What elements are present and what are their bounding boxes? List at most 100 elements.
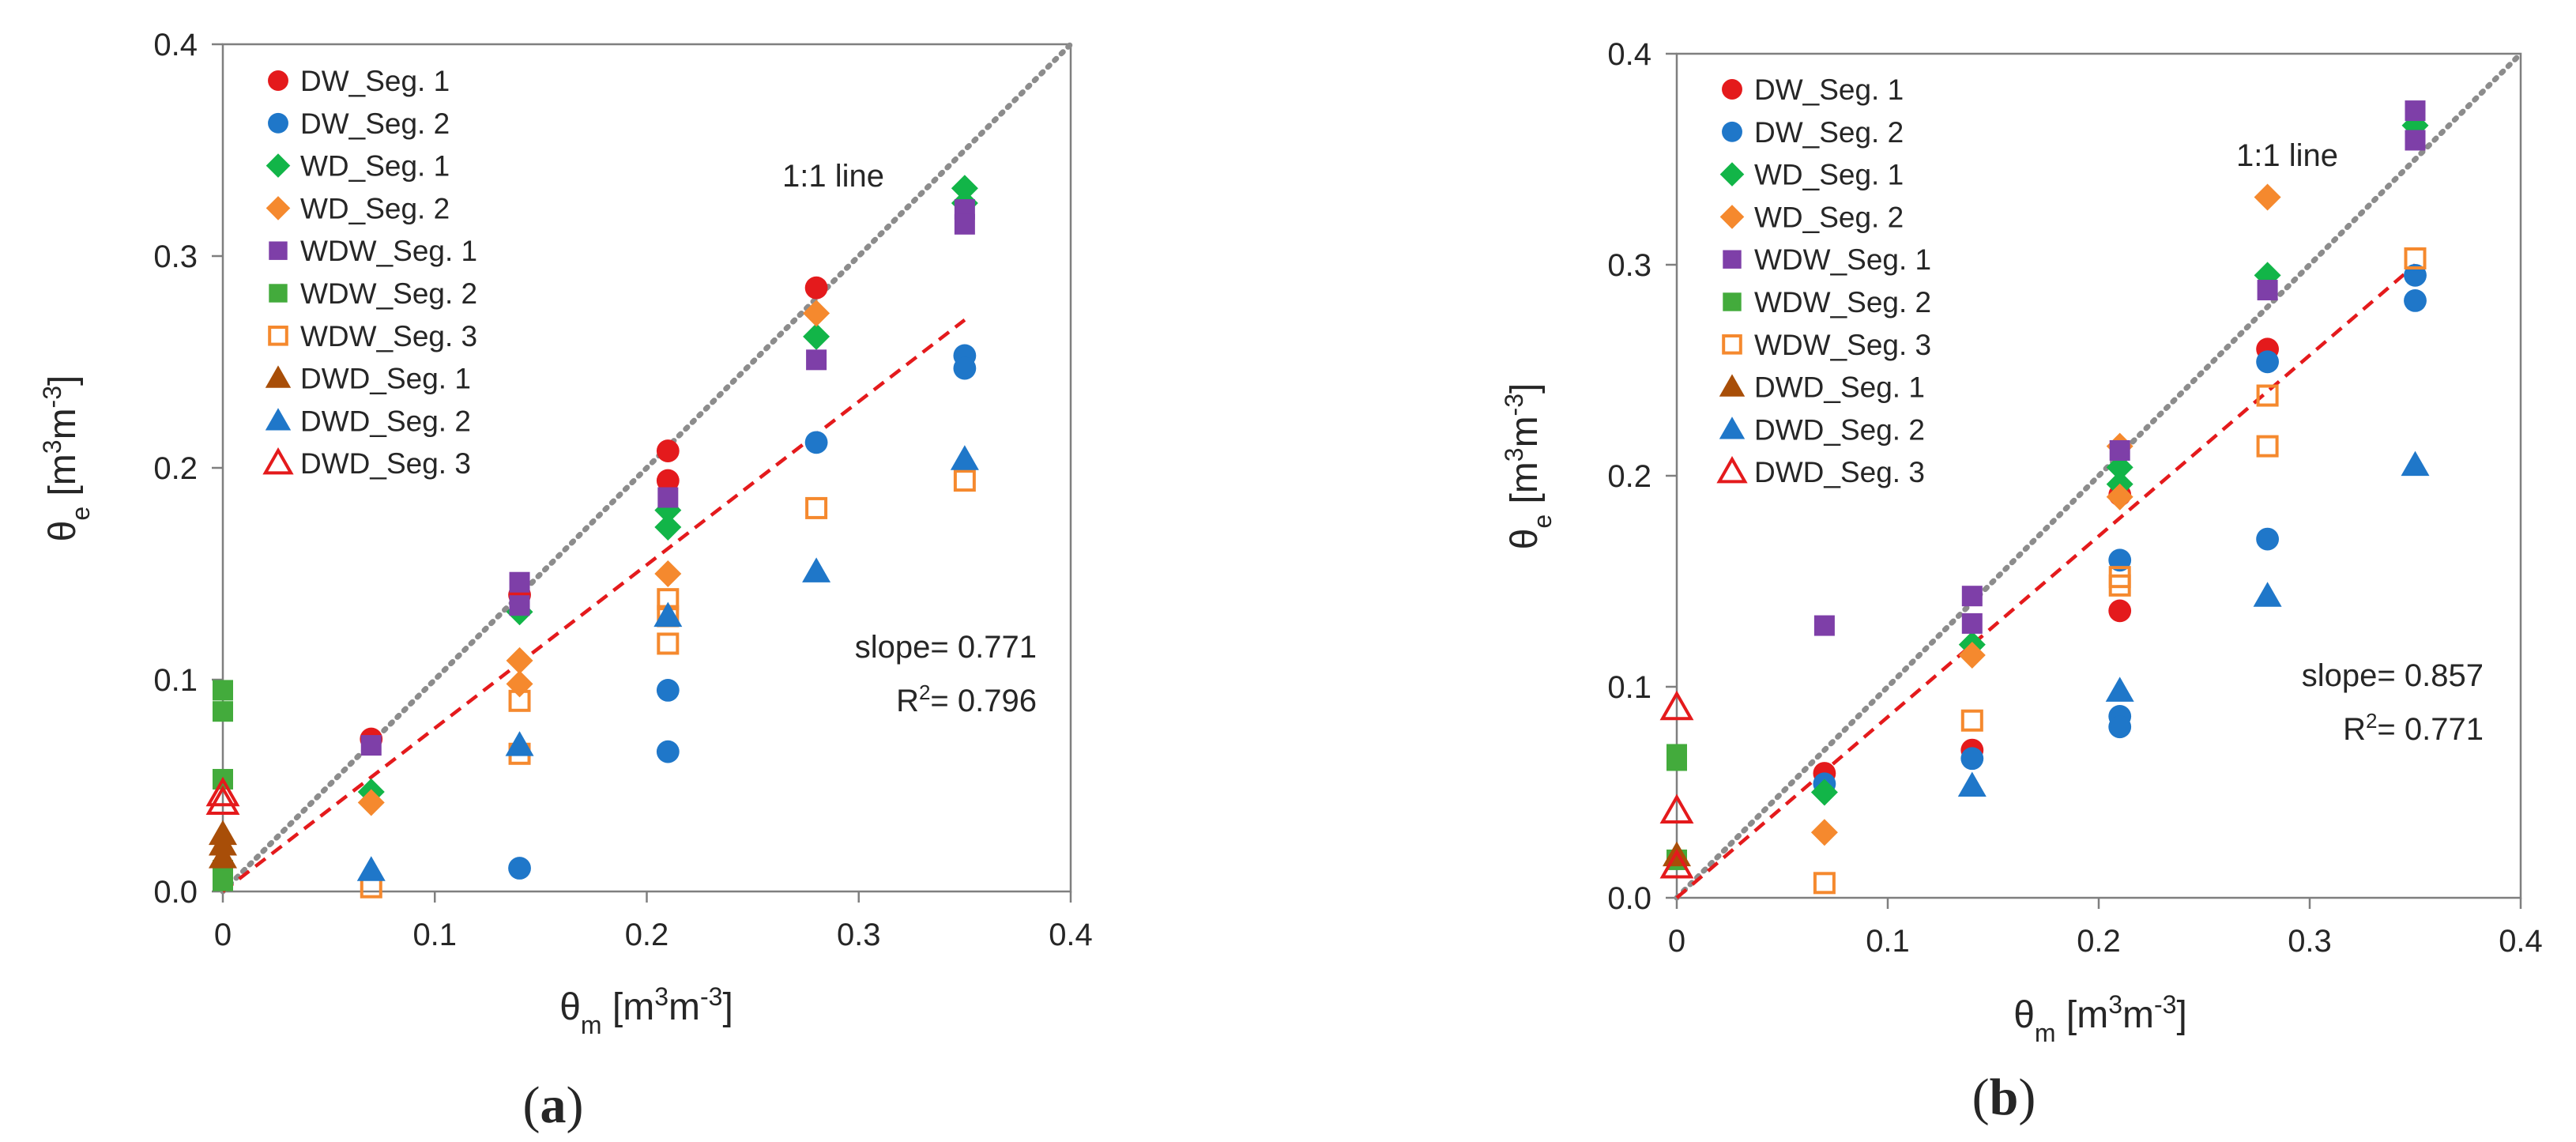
data-point	[1813, 872, 1836, 895]
data-point	[509, 595, 530, 616]
legend-marker	[1719, 205, 1745, 229]
data-point	[1659, 848, 1694, 879]
legend-marker	[266, 153, 291, 178]
legend-marker	[1722, 79, 1742, 100]
data-point	[656, 439, 680, 462]
data-point	[509, 571, 530, 593]
y-axis-title: θe [m3m-3]	[38, 375, 95, 542]
legend-label: WD_Seg. 2	[300, 192, 450, 224]
x-tick-label: 0	[1668, 924, 1685, 959]
y-tick-label: 0.4	[1607, 37, 1651, 72]
data-point	[209, 831, 237, 856]
legend-marker	[268, 70, 288, 91]
y-axis-title: θe [m3m-3]	[1500, 383, 1557, 550]
data-point	[953, 356, 977, 380]
data-point	[205, 776, 240, 807]
data-point	[2254, 183, 2281, 211]
x-tick-label: 0.3	[2288, 924, 2332, 959]
one-to-one-label: 1:1 line	[2236, 138, 2338, 173]
y-tick-label: 0.2	[153, 451, 198, 486]
x-tick-label: 0	[214, 918, 232, 952]
data-point	[2405, 130, 2426, 151]
data-point	[1957, 771, 1987, 797]
y-tick-label: 0.3	[1607, 248, 1651, 283]
data-point	[506, 646, 533, 674]
x-tick-label: 0.1	[412, 918, 457, 952]
slope-text: slope= 0.771	[855, 630, 1037, 665]
legend-label: WDW_Seg. 1	[1754, 243, 1931, 276]
data-point	[2108, 548, 2132, 572]
legend-label: WD_Seg. 1	[1754, 159, 1904, 191]
legend-marker	[266, 196, 291, 220]
data-point	[2109, 439, 2130, 461]
data-point	[1659, 793, 1694, 824]
data-point	[802, 557, 831, 582]
legend-label: DW_Seg. 1	[1754, 73, 1904, 106]
legend-marker	[265, 408, 292, 431]
legend-label: DWD_Seg. 3	[1754, 456, 1925, 488]
data-point	[654, 560, 682, 587]
legend-label: WDW_Seg. 1	[300, 235, 477, 267]
data-point	[2404, 247, 2427, 269]
data-point	[1659, 690, 1694, 721]
data-point	[2405, 100, 2426, 122]
data-point	[656, 679, 680, 702]
data-point	[2257, 280, 2278, 301]
y-tick-label: 0.0	[153, 875, 198, 910]
y-tick-label: 0.0	[1607, 881, 1651, 916]
series-wdw-seg-3	[1813, 247, 2427, 895]
series-dwd-seg-2	[1957, 450, 2430, 797]
legend-label: DW_Seg. 1	[300, 65, 450, 97]
one-to-one-label: 1:1 line	[782, 159, 884, 194]
data-point	[2256, 527, 2280, 551]
x-tick-label: 0.4	[2499, 924, 2543, 959]
data-point	[654, 514, 682, 541]
panel-label: (a)	[523, 1076, 584, 1134]
legend-label: DW_Seg. 2	[1754, 116, 1904, 149]
data-point	[357, 789, 385, 816]
legend-marker	[1716, 455, 1748, 484]
series-dwd-seg-3	[1659, 690, 1694, 879]
legend: DW_Seg. 1 DW_Seg. 2 WD_Seg. 1 WD_Seg. 2 WDW_…	[262, 65, 477, 480]
x-tick-label: 0.1	[1866, 924, 1910, 959]
data-point	[2253, 582, 2282, 607]
legend-marker	[1722, 121, 1742, 142]
data-point	[2106, 483, 2133, 511]
legend-label: DWD_Seg. 2	[1754, 413, 1925, 446]
series-dw-seg-2	[508, 344, 977, 880]
legend-label: WDW_Seg. 2	[1754, 286, 1931, 318]
data-point	[804, 431, 828, 454]
legend-label: DW_Seg. 2	[300, 107, 450, 140]
data-point	[2105, 677, 2134, 702]
series-dwd-seg-1	[209, 820, 237, 869]
data-point	[2256, 350, 2280, 374]
data-point	[803, 322, 830, 350]
series-dw-seg-1	[1813, 337, 2280, 785]
data-point	[656, 469, 680, 492]
data-point	[804, 276, 828, 300]
chart-panel-b: 0 0.1 0.2 0.3 0.40.00.10.20.30.4DW_Seg. 1DW_…	[1500, 37, 2543, 1126]
data-point	[2108, 574, 2131, 597]
legend-marker	[1723, 250, 1742, 269]
data-point	[1961, 612, 1983, 634]
data-point	[1666, 750, 1687, 771]
y-tick-label: 0.1	[1607, 670, 1651, 705]
x-tick-label: 0.2	[2077, 924, 2121, 959]
legend-label: DWD_Seg. 1	[300, 363, 471, 395]
data-point	[954, 213, 975, 235]
data-point	[1810, 819, 1838, 846]
data-point	[213, 870, 233, 891]
data-point	[508, 689, 531, 712]
data-point	[805, 496, 828, 519]
legend-label: DWD_Seg. 2	[300, 405, 471, 437]
data-point	[1960, 747, 1984, 771]
data-point	[2256, 384, 2279, 407]
data-point	[213, 680, 233, 701]
data-point	[209, 843, 237, 869]
series-wdw-seg-1	[360, 199, 975, 756]
data-point	[657, 487, 679, 508]
data-point	[1960, 709, 1983, 732]
legend-marker	[1719, 416, 1746, 439]
data-point	[356, 856, 386, 881]
data-point	[950, 445, 979, 470]
